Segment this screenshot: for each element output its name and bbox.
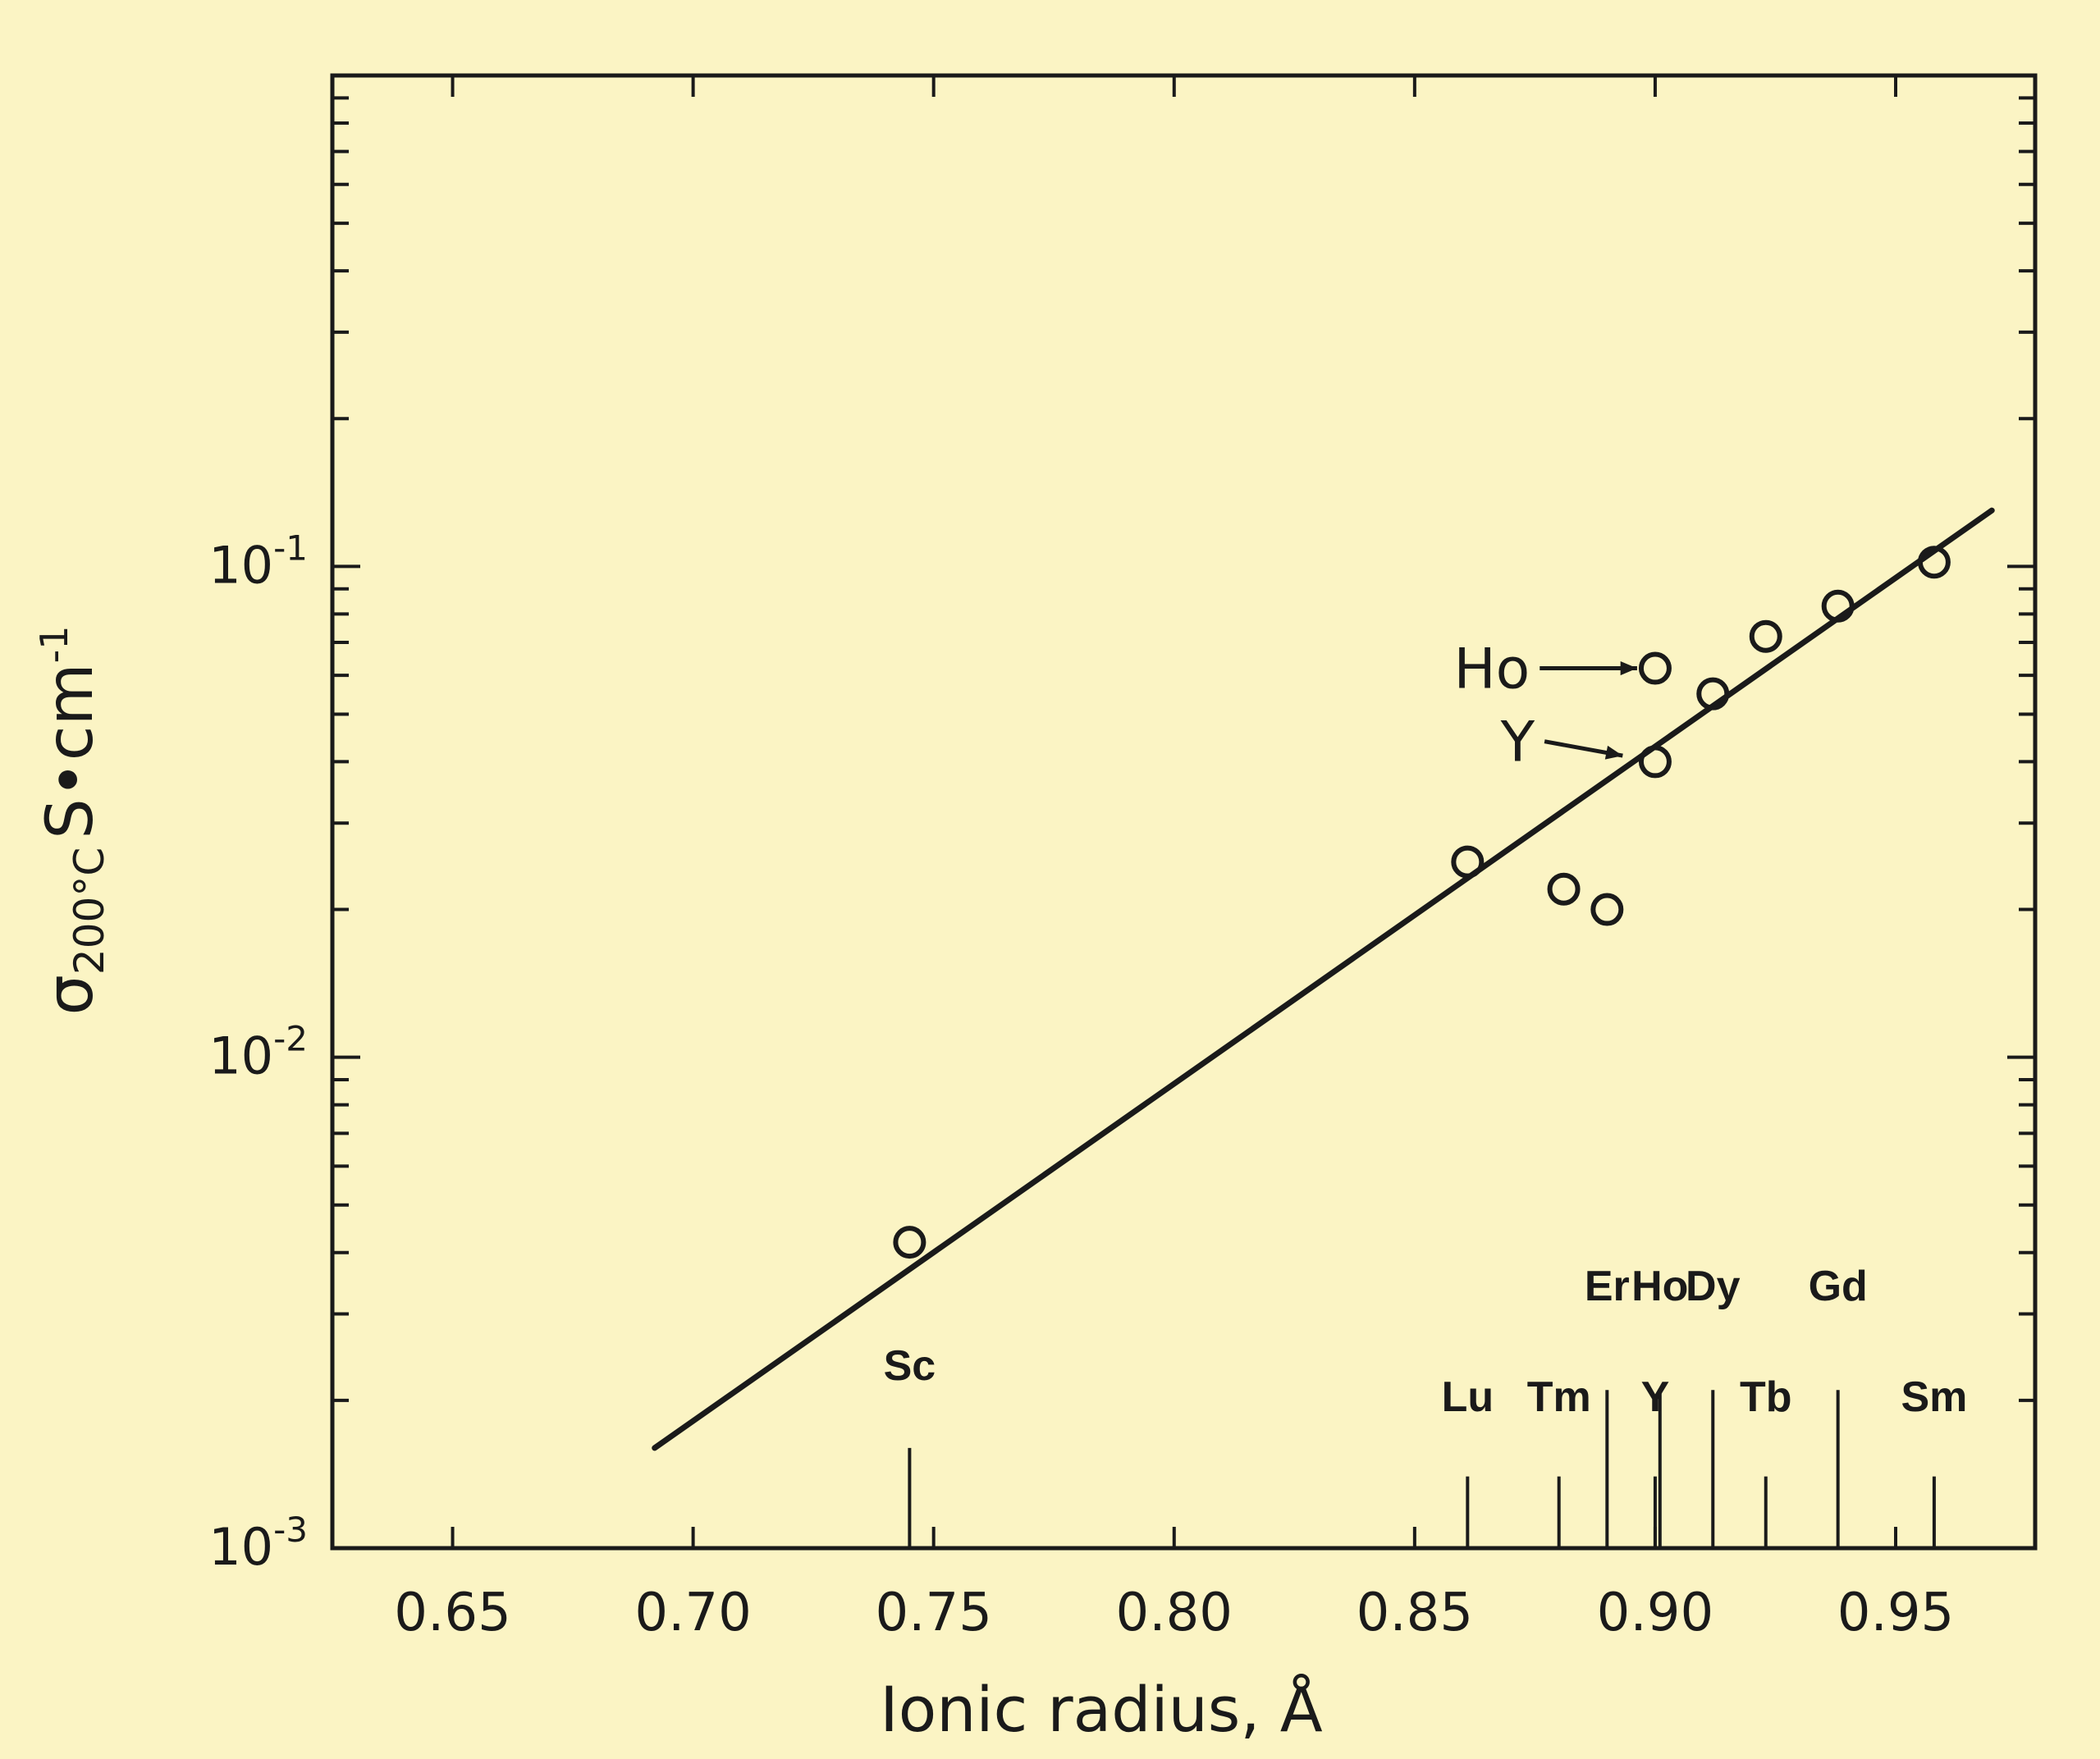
y-tick-label-base: 10	[208, 535, 273, 595]
annotation-arrowhead	[1604, 745, 1623, 760]
data-point	[1638, 651, 1672, 685]
x-tick-label: 0.70	[634, 1583, 752, 1643]
data-point	[1749, 619, 1782, 653]
x-tick-label: 0.75	[875, 1583, 992, 1643]
element-marker-label: Dy	[1686, 1263, 1741, 1310]
data-point	[1821, 589, 1855, 623]
x-tick-label: 0.95	[1837, 1583, 1955, 1643]
data-points	[893, 546, 1951, 1259]
element-marker-label: Tm	[1527, 1373, 1591, 1421]
data-point	[1547, 872, 1581, 906]
tick-marks	[332, 75, 2035, 1550]
y-tick-label: 10-1	[208, 528, 308, 595]
y-axis-symbol: σ	[34, 975, 108, 1015]
data-point	[1590, 893, 1624, 926]
data-point	[1696, 677, 1730, 710]
element-marker-label: Tb	[1740, 1373, 1792, 1421]
data-point	[1451, 845, 1485, 879]
element-marker-label: Sc	[884, 1342, 936, 1390]
annotation-label: Y	[1500, 710, 1535, 775]
y-axis-unit: S•cm	[34, 663, 108, 838]
element-marker-label: Gd	[1809, 1263, 1868, 1310]
annotation-arrowhead	[1620, 660, 1637, 676]
y-tick-label: 10-3	[208, 1510, 308, 1577]
fit-line	[652, 507, 1995, 1451]
y-axis-subscript: 200°C	[66, 848, 113, 975]
element-markers: Sc Lu Tm Er Ho Y Dy Tb Gd Sm	[884, 1263, 1967, 1548]
y-tick-label-exponent: -2	[273, 1019, 308, 1059]
element-marker-label: Er	[1585, 1263, 1630, 1310]
data-point	[1638, 745, 1672, 779]
element-marker-label: Sm	[1901, 1373, 1967, 1421]
data-point	[1917, 546, 1951, 579]
plot-area	[330, 73, 2038, 1551]
y-tick-label-exponent: -1	[273, 528, 308, 568]
x-axis-label: Ionic radius, Å	[880, 1673, 1322, 1746]
annotations: Ho Y	[1454, 637, 1637, 775]
y-tick-label-exponent: -3	[273, 1510, 308, 1550]
annotation-label: Ho	[1454, 637, 1530, 702]
element-marker-label: Lu	[1442, 1373, 1494, 1421]
fit-line-group	[652, 507, 1995, 1451]
element-marker-label: Y	[1641, 1373, 1670, 1421]
data-point	[893, 1226, 926, 1259]
y-axis-exponent: -1	[32, 625, 76, 663]
x-tick-label: 0.90	[1597, 1583, 1714, 1643]
y-tick-label: 10-2	[208, 1019, 308, 1086]
x-tick-label: 0.65	[394, 1583, 511, 1643]
y-axis-label: σ200°C S•cm-1	[32, 625, 113, 1015]
element-marker-label: Ho	[1631, 1263, 1688, 1310]
x-tick-label: 0.85	[1357, 1583, 1474, 1643]
y-tick-label-base: 10	[208, 1026, 273, 1086]
plot-frame	[330, 73, 2038, 1551]
y-tick-label-base: 10	[208, 1517, 273, 1577]
x-tick-label: 0.80	[1116, 1583, 1233, 1643]
